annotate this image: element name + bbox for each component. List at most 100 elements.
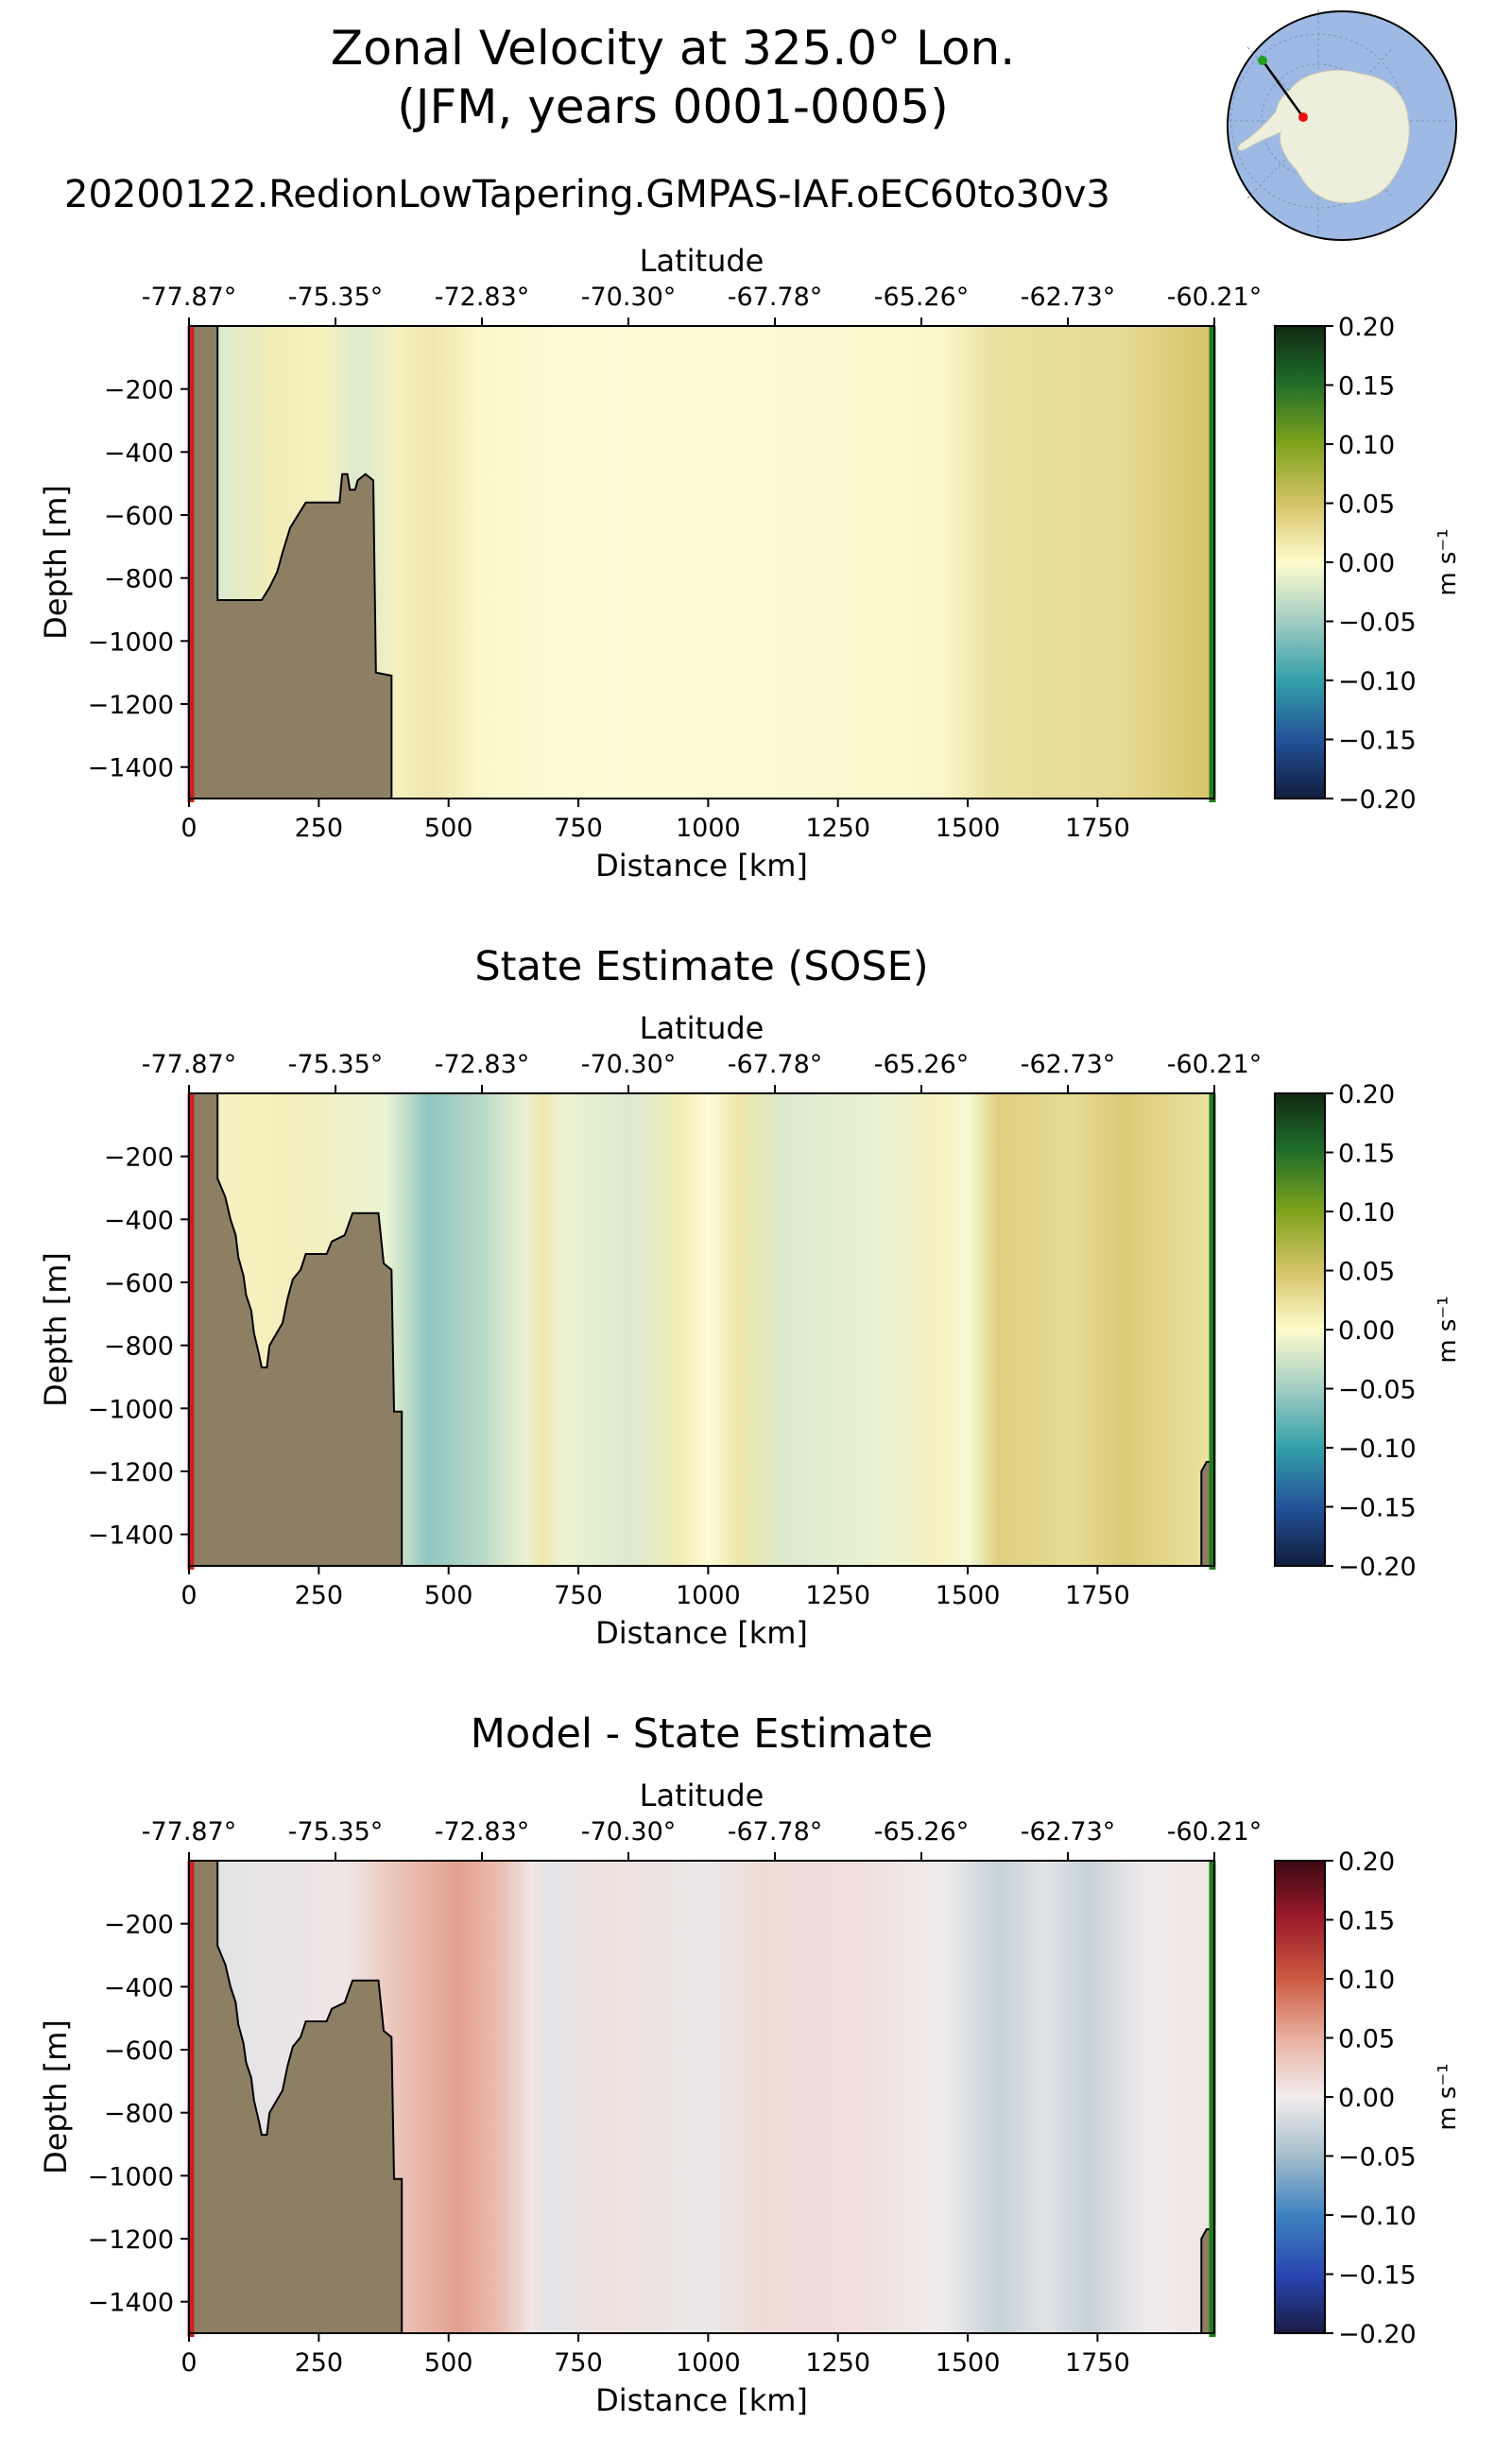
latitude-tick-label: -70.30° [581, 1050, 677, 1079]
chart-panel-2: State Estimate (SOSE) 0 250 500 750 1000 1250 1… [38, 943, 1462, 1651]
x-tick-label: 1000 [676, 2348, 741, 2378]
colorbar-tick-label: −0.05 [1338, 2143, 1417, 2173]
x-tick-label: 750 [554, 2348, 603, 2378]
y-tick-label: −400 [104, 438, 174, 468]
inset-end-marker [1298, 112, 1308, 122]
chart-panel-1: 0 250 500 750 1000 1250 1500 1750 Distance [km] -… [38, 243, 1462, 884]
x-tick-label: 1000 [676, 1581, 741, 1610]
colorbar-tick-label: 0.20 [1338, 1847, 1395, 1877]
y-tick-label: −1400 [88, 1521, 174, 1551]
x-tick-label: 1250 [805, 2348, 870, 2378]
colorbar-tick-label: −0.05 [1338, 609, 1417, 638]
y-tick-label: −600 [104, 2036, 174, 2066]
latitude-tick-label: -77.87° [142, 1050, 237, 1079]
latitude-tick-label: -75.35° [288, 1050, 384, 1079]
colorbar-tick-label: 0.10 [1338, 431, 1395, 460]
latitude-tick-label: -75.35° [288, 283, 384, 312]
figure-title-line2: (JFM, years 0001-0005) [397, 79, 948, 134]
y-axis-label: Depth [m] [38, 2019, 74, 2174]
bathymetry-left [188, 1860, 404, 2334]
colorbar-tick-label: 0.20 [1338, 1080, 1395, 1109]
latitude-tick-label: -72.83° [435, 1050, 530, 1079]
latitude-tick-label: -60.21° [1167, 283, 1263, 312]
latitude-axis-label: Latitude [640, 1010, 765, 1046]
y-tick-label: −200 [104, 1911, 174, 1940]
x-tick-label: 750 [554, 814, 603, 843]
x-tick-label: 250 [295, 814, 344, 843]
colorbar [1274, 1860, 1326, 2334]
colorbar-tick-label: −0.20 [1338, 785, 1417, 815]
latitude-tick-label: -65.26° [874, 283, 970, 312]
colorbar-tick-label: 0.00 [1338, 1316, 1395, 1346]
colorbar-tick-label: −0.05 [1338, 1376, 1417, 1405]
x-tick-label: 1000 [676, 814, 741, 843]
latitude-tick-label: -70.30° [581, 283, 677, 312]
latitude-tick-label: -67.78° [728, 1817, 823, 1847]
x-tick-label: 1750 [1065, 1581, 1130, 1610]
inset-start-marker [1258, 56, 1267, 65]
x-axis-label: Distance [km] [595, 1615, 808, 1651]
latitude-tick-label: -65.26° [874, 1050, 970, 1079]
figure-title-line1: Zonal Velocity at 325.0° Lon. [331, 21, 1015, 76]
plot-frame [188, 325, 1215, 799]
colorbar-tick-label: −0.15 [1338, 2261, 1417, 2291]
x-tick-label: 1500 [936, 814, 1001, 843]
inset-map [1227, 9, 1457, 241]
latitude-tick-label: -72.83° [435, 1817, 530, 1847]
colorbar [1274, 1092, 1326, 1567]
colorbar-tick-label: 0.05 [1338, 1258, 1395, 1287]
y-tick-label: −200 [104, 1143, 174, 1173]
bathymetry-left [188, 1092, 404, 1567]
x-tick-label: 500 [424, 2348, 473, 2378]
y-tick-label: −1000 [88, 1395, 174, 1424]
x-tick-label: 500 [424, 814, 473, 843]
y-tick-label: −1400 [88, 754, 174, 783]
x-tick-label: 0 [180, 2348, 197, 2378]
x-tick-label: 1250 [805, 814, 870, 843]
colorbar-tick-label: −0.20 [1338, 2320, 1417, 2349]
x-tick-label: 0 [180, 814, 197, 843]
latitude-tick-label: -70.30° [581, 1817, 677, 1847]
colorbar-tick-label: −0.20 [1338, 1553, 1417, 1582]
latitude-tick-label: -65.26° [874, 1817, 970, 1847]
x-tick-label: 1500 [936, 2348, 1001, 2378]
colorbar [1274, 325, 1326, 799]
y-tick-label: −400 [104, 1973, 174, 2002]
plot-frame [188, 1860, 1215, 2334]
latitude-tick-label: -62.73° [1021, 283, 1116, 312]
y-tick-label: −1200 [88, 691, 174, 720]
panel-title: Model - State Estimate [471, 1710, 933, 1758]
x-tick-label: 1500 [936, 1581, 1001, 1610]
latitude-axis-label: Latitude [640, 243, 765, 279]
colorbar-tick-label: 0.15 [1338, 372, 1395, 402]
run-label: 20200122.RedionLowTapering.GMPAS-IAF.oEC… [64, 173, 1110, 216]
colorbar-tick-label: 0.15 [1338, 1140, 1395, 1169]
latitude-tick-label: -62.73° [1021, 1050, 1116, 1079]
y-tick-label: −800 [104, 2100, 174, 2129]
x-tick-label: 250 [295, 2348, 344, 2378]
latitude-axis-label: Latitude [640, 1778, 765, 1813]
colorbar-label: m s⁻¹ [1434, 2063, 1462, 2130]
y-axis-label: Depth [m] [38, 485, 74, 640]
colorbar-label: m s⁻¹ [1434, 1296, 1462, 1363]
colorbar-tick-label: −0.15 [1338, 727, 1417, 756]
chart-panel-3: Model - State Estimate 0 250 500 750 1000 1250… [38, 1710, 1462, 2418]
colorbar-tick-label: −0.10 [1338, 2202, 1417, 2231]
y-axis-label: Depth [m] [38, 1252, 74, 1407]
latitude-tick-label: -67.78° [728, 283, 823, 312]
colorbar-label: m s⁻¹ [1434, 528, 1462, 595]
bathymetry-left [188, 325, 393, 799]
colorbar-tick-label: 0.10 [1338, 1966, 1395, 1995]
y-tick-label: −1400 [88, 2289, 174, 2318]
y-tick-label: −800 [104, 565, 174, 594]
inset-section-line [1261, 60, 1305, 118]
x-tick-label: 750 [554, 1581, 603, 1610]
colorbar-tick-label: −0.10 [1338, 667, 1417, 696]
y-tick-label: −600 [104, 1269, 174, 1298]
latitude-tick-label: -60.21° [1167, 1817, 1263, 1847]
x-tick-label: 0 [180, 1581, 197, 1610]
x-axis-label: Distance [km] [595, 2382, 808, 2418]
latitude-tick-label: -72.83° [435, 283, 530, 312]
y-tick-label: −400 [104, 1206, 174, 1235]
colorbar-tick-label: 0.20 [1338, 313, 1395, 342]
